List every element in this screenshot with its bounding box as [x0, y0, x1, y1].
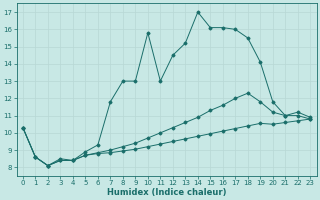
- X-axis label: Humidex (Indice chaleur): Humidex (Indice chaleur): [107, 188, 226, 197]
